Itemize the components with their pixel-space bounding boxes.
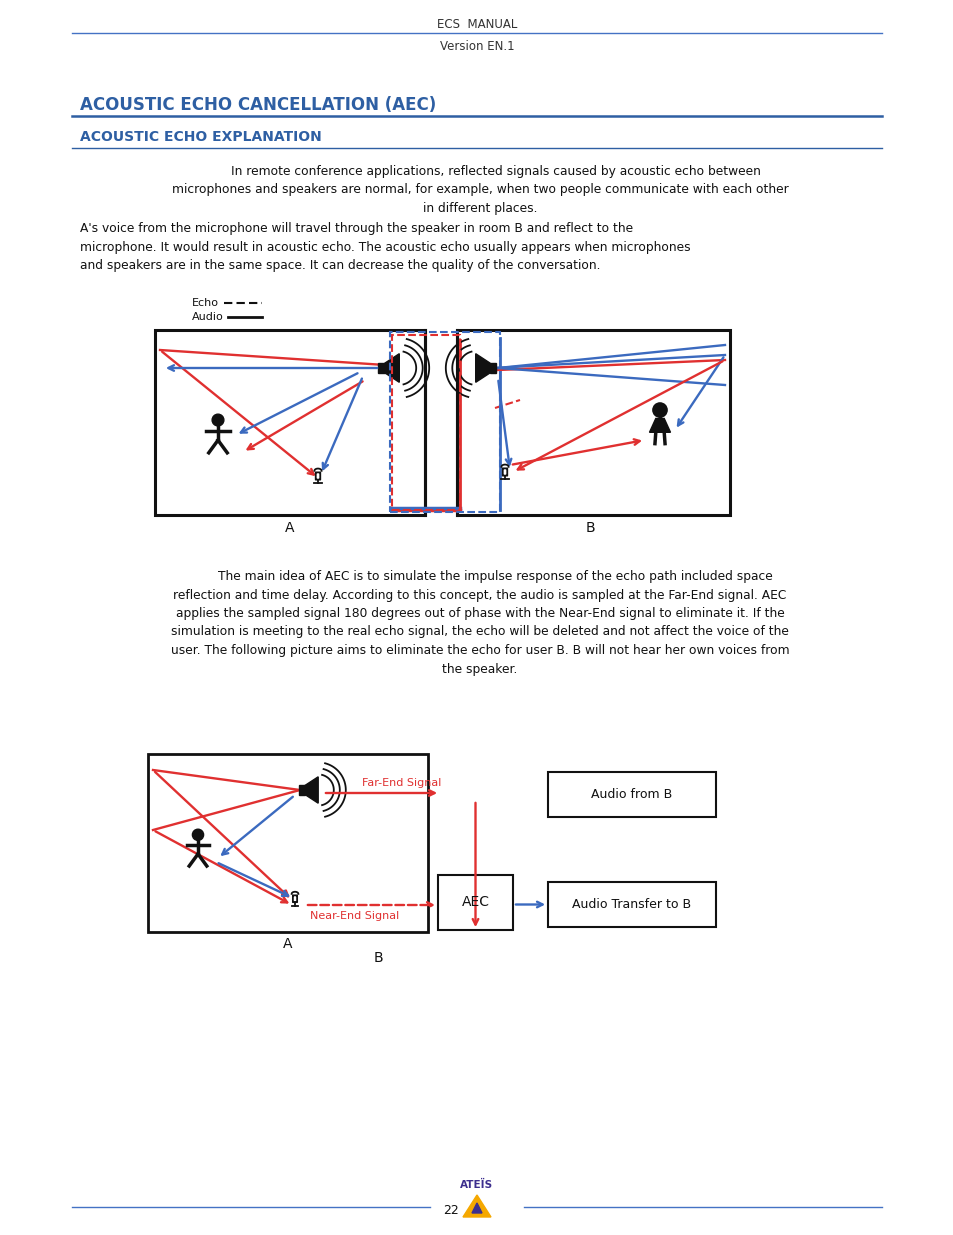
Polygon shape [385,353,399,383]
FancyBboxPatch shape [293,895,296,902]
Text: B: B [584,521,594,535]
Polygon shape [472,1203,481,1213]
Text: The main idea of AEC is to simulate the impulse response of the echo path includ: The main idea of AEC is to simulate the … [171,571,788,676]
Bar [456,330,729,515]
Text: Audio from B: Audio from B [591,788,672,802]
Circle shape [654,404,665,416]
Text: A's voice from the microphone will travel through the speaker in room B and refl: A's voice from the microphone will trave… [80,222,690,272]
Text: AEC: AEC [461,895,489,909]
Bar [378,363,385,373]
Circle shape [193,829,203,840]
Text: Audio Transfer to B: Audio Transfer to B [572,898,691,911]
Bar [298,785,305,794]
Bar [148,755,428,932]
Text: In remote conference applications, reflected signals caused by acoustic echo bet: In remote conference applications, refle… [172,165,787,215]
Text: Far-End Signal: Far-End Signal [361,778,441,788]
Bar [490,363,496,373]
Bar [154,330,424,515]
Text: 22: 22 [443,1204,458,1218]
Text: Audio: Audio [192,312,224,322]
Text: ACOUSTIC ECHO CANCELLATION (AEC): ACOUSTIC ECHO CANCELLATION (AEC) [80,96,436,114]
Text: A: A [283,937,293,951]
Polygon shape [649,419,670,432]
Polygon shape [476,353,490,383]
Bar [547,772,716,818]
Text: ACOUSTIC ECHO EXPLANATION: ACOUSTIC ECHO EXPLANATION [80,130,321,144]
Circle shape [652,403,666,417]
Bar [547,882,716,927]
Text: Echo: Echo [192,298,219,308]
Polygon shape [305,777,318,803]
Circle shape [212,414,224,426]
Text: Near-End Signal: Near-End Signal [310,911,399,921]
Text: ECS  MANUAL: ECS MANUAL [436,19,517,32]
Polygon shape [462,1195,491,1216]
Text: Version EN.1: Version EN.1 [439,40,514,53]
FancyBboxPatch shape [315,472,320,479]
Text: A: A [285,521,294,535]
Text: ATEÏS: ATEÏS [460,1179,493,1191]
Bar [392,335,459,510]
Bar [437,876,513,930]
FancyBboxPatch shape [502,468,507,475]
Bar [390,332,499,513]
Text: B: B [373,951,382,965]
